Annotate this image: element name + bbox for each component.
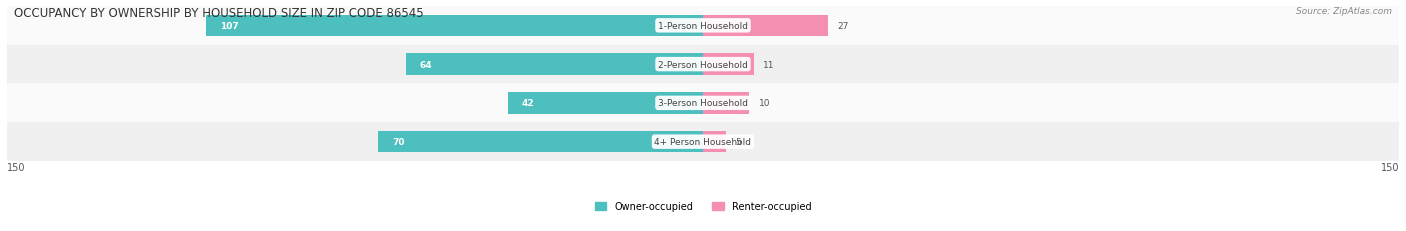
Text: 150: 150: [1381, 162, 1399, 172]
Bar: [703, 54, 754, 76]
Bar: [508, 93, 703, 114]
Text: 2-Person Household: 2-Person Household: [658, 60, 748, 69]
Text: 27: 27: [838, 22, 849, 31]
Text: 70: 70: [392, 137, 405, 146]
Bar: [7, 7, 1399, 46]
Text: 107: 107: [221, 22, 239, 31]
Text: Source: ZipAtlas.com: Source: ZipAtlas.com: [1296, 7, 1392, 16]
Legend: Owner-occupied, Renter-occupied: Owner-occupied, Renter-occupied: [591, 198, 815, 215]
Bar: [406, 54, 703, 76]
Text: 10: 10: [759, 99, 770, 108]
Text: OCCUPANCY BY OWNERSHIP BY HOUSEHOLD SIZE IN ZIP CODE 86545: OCCUPANCY BY OWNERSHIP BY HOUSEHOLD SIZE…: [14, 7, 423, 20]
Bar: [7, 84, 1399, 123]
Bar: [7, 46, 1399, 84]
Bar: [207, 16, 703, 37]
Text: 3-Person Household: 3-Person Household: [658, 99, 748, 108]
Text: 4+ Person Household: 4+ Person Household: [655, 137, 751, 146]
Bar: [703, 93, 749, 114]
Bar: [703, 131, 727, 153]
Text: 150: 150: [7, 162, 25, 172]
Text: 5: 5: [735, 137, 741, 146]
Bar: [703, 16, 828, 37]
Text: 1-Person Household: 1-Person Household: [658, 22, 748, 31]
Bar: [378, 131, 703, 153]
Bar: [7, 123, 1399, 161]
Text: 42: 42: [522, 99, 534, 108]
Text: 11: 11: [763, 60, 775, 69]
Text: 64: 64: [420, 60, 433, 69]
